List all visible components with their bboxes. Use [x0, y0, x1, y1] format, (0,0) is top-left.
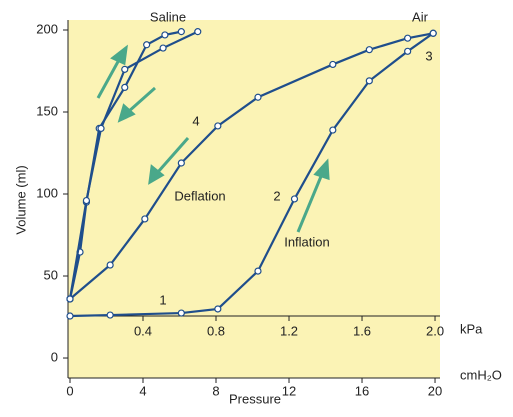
data-point [106, 311, 114, 319]
x2-tick-label: 0.4 [134, 323, 152, 338]
y-tick-label: 0 [51, 349, 58, 364]
x2-tick-label: 2.0 [426, 323, 444, 338]
data-point [159, 44, 167, 52]
annotation: Deflation [174, 188, 225, 203]
x2-tick-label: 1.6 [353, 323, 371, 338]
data-point [66, 295, 74, 303]
data-point [121, 65, 129, 73]
data-point [214, 122, 222, 130]
x-tick-label: 16 [355, 383, 369, 398]
x-tick-label: 0 [66, 383, 73, 398]
data-point [161, 31, 169, 39]
annotation: Air [412, 9, 429, 24]
data-point [121, 83, 129, 92]
data-point [404, 34, 412, 42]
arrows [96, 44, 330, 233]
data-point [365, 77, 373, 85]
annotation: Inflation [284, 234, 330, 249]
arrow-head [117, 103, 136, 123]
x2-tick-label: 1.2 [280, 323, 298, 338]
y-axis-title: Volume (ml) [13, 165, 28, 234]
data-point [143, 41, 151, 49]
arrow-head [313, 158, 330, 181]
y-tick-label: 100 [36, 185, 58, 200]
x-unit: cmH₂O [460, 367, 502, 382]
data-point [429, 29, 437, 37]
data-point [97, 124, 105, 133]
arrow [156, 137, 190, 173]
data-point [177, 309, 185, 317]
data-point [106, 261, 114, 269]
annotation: Saline [150, 9, 186, 24]
data-point [177, 159, 185, 167]
annotation: 2 [273, 188, 280, 203]
x-tick-label: 4 [139, 383, 146, 398]
data-point [329, 126, 337, 134]
data-point [194, 28, 202, 36]
annotation: 3 [425, 48, 432, 63]
curve [68, 30, 199, 300]
annotation: 4 [192, 113, 199, 128]
data-point [66, 312, 74, 320]
arrow [127, 86, 156, 114]
y-tick-label: 200 [36, 21, 58, 36]
data-point [141, 215, 149, 223]
x-axis-title: Pressure [229, 391, 281, 406]
x-tick-label: 20 [428, 383, 442, 398]
data-point [290, 195, 299, 203]
curve [69, 32, 434, 318]
x2-unit: kPa [460, 321, 483, 336]
data-point [404, 47, 412, 55]
x-tick-label: 8 [212, 383, 219, 398]
annotation: 1 [159, 292, 166, 307]
arrow [96, 57, 122, 99]
data-point [82, 196, 91, 205]
arrow-head [148, 164, 165, 185]
data-point [254, 93, 262, 101]
y-tick-label: 50 [44, 267, 58, 282]
data-point [365, 46, 373, 54]
curve [69, 32, 434, 300]
data-point [254, 267, 262, 275]
x2-tick-label: 0.8 [207, 323, 225, 338]
arrow [296, 173, 324, 233]
data-point [329, 60, 337, 69]
data-point [214, 305, 222, 313]
arrow-head [110, 44, 128, 66]
x-tick-label: 12 [282, 383, 296, 398]
y-tick-label: 150 [36, 103, 58, 118]
data-point [177, 28, 185, 36]
plot-area [68, 20, 440, 378]
